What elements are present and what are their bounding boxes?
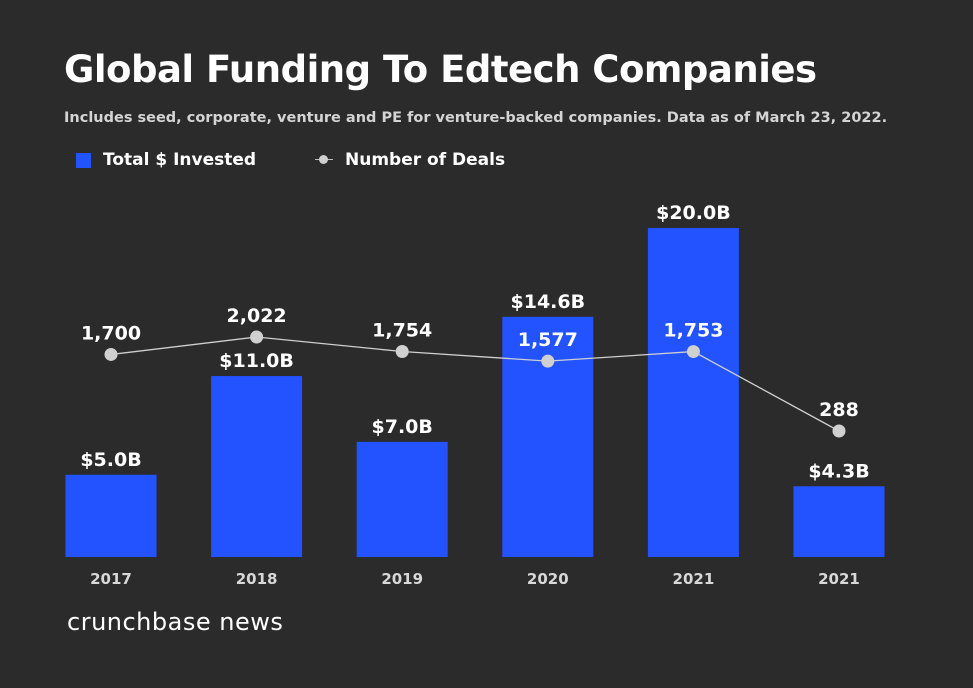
bar-swatch-icon: [76, 152, 91, 168]
legend-bars-label: Total $ Invested: [103, 150, 257, 170]
bar-value-label: $7.0B: [372, 416, 433, 438]
deals-point: [104, 347, 118, 361]
deals-value-label: 1,754: [372, 320, 432, 342]
chart-title: Global Funding To Edtech Companies: [64, 48, 817, 91]
deals-point: [541, 354, 555, 368]
line-marker-icon: [315, 152, 333, 168]
deals-value-label: 1,753: [663, 320, 723, 342]
bar: [211, 376, 303, 557]
deals-line: [110, 336, 840, 432]
bar-value-label: $4.3B: [808, 460, 869, 482]
deals-point: [250, 330, 264, 344]
brand-logo: crunchbase news: [67, 608, 284, 636]
deals-point: [686, 345, 700, 359]
bar-value-label: $20.0B: [656, 202, 731, 224]
bar: [65, 474, 157, 557]
deals-value-label: 1,577: [518, 329, 578, 351]
x-tick-label: 2019: [381, 570, 423, 588]
x-tick-label: 2021: [818, 570, 860, 588]
x-tick-label: 2018: [236, 570, 278, 588]
x-tick-label: 2017: [90, 570, 132, 588]
deals-point: [395, 345, 409, 359]
deals-point: [832, 424, 846, 438]
bar-value-label: $11.0B: [219, 350, 294, 372]
x-tick-label: 2021: [673, 570, 715, 588]
x-tick-label: 2020: [527, 570, 569, 588]
bar-value-label: $5.0B: [80, 449, 141, 471]
chart-subtitle: Includes seed, corporate, venture and PE…: [64, 110, 888, 126]
deals-value-label: 288: [819, 399, 859, 421]
legend-line-label: Number of Deals: [345, 150, 506, 170]
bar: [356, 441, 448, 557]
bar: [647, 228, 739, 557]
legend-item-bars: Total $ Invested: [76, 150, 256, 170]
deals-value-label: 2,022: [227, 305, 287, 327]
deals-value-label: 1,700: [81, 322, 141, 344]
bar: [502, 316, 594, 557]
bar-value-label: $14.6B: [511, 291, 586, 313]
legend-item-line: Number of Deals: [315, 150, 505, 170]
bar: [793, 486, 885, 557]
